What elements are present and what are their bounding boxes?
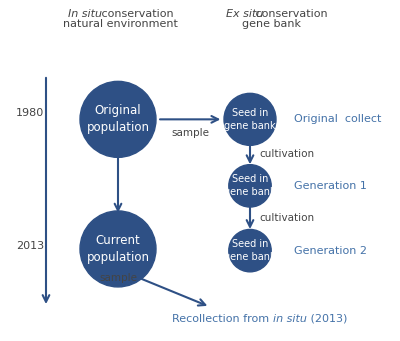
Text: gene bank: gene bank (242, 19, 302, 29)
Text: natural environment: natural environment (62, 19, 178, 29)
Text: Recollection from: Recollection from (172, 314, 273, 324)
Text: Generation 2: Generation 2 (294, 246, 367, 256)
Text: sample: sample (171, 128, 209, 138)
Text: Original
population: Original population (86, 104, 150, 134)
Text: Ex situ: Ex situ (226, 9, 263, 18)
Text: conservation: conservation (252, 9, 328, 18)
Text: Seed in
gene bank: Seed in gene bank (224, 108, 276, 131)
Text: Seed in
gene bank: Seed in gene bank (224, 174, 276, 197)
Text: Generation 1: Generation 1 (294, 181, 367, 191)
Ellipse shape (224, 93, 276, 145)
Text: conservation: conservation (98, 9, 174, 18)
Text: in situ: in situ (273, 314, 306, 324)
Text: (2013): (2013) (306, 314, 347, 324)
Text: Seed in
gene bank: Seed in gene bank (224, 239, 276, 262)
Ellipse shape (229, 229, 271, 272)
Text: In situ: In situ (68, 9, 102, 18)
Ellipse shape (80, 211, 156, 287)
Text: 2013: 2013 (16, 240, 44, 251)
Text: Current
population: Current population (86, 234, 150, 264)
Text: cultivation: cultivation (259, 149, 314, 160)
Ellipse shape (229, 165, 271, 207)
Text: cultivation: cultivation (259, 213, 314, 223)
Text: sample: sample (99, 273, 137, 283)
Text: Original  collect: Original collect (294, 114, 381, 124)
Text: 1980: 1980 (16, 107, 44, 118)
Ellipse shape (80, 81, 156, 157)
